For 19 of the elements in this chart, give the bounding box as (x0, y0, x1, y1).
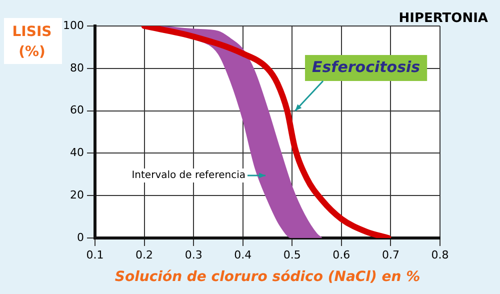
text: Esferocitosis (312, 58, 420, 76)
x-tick-label: 0.6 (332, 248, 350, 262)
y-tick-label: 60 (70, 104, 84, 117)
x-tick-label: 0.2 (136, 248, 154, 262)
x-tick-label: 0.7 (382, 248, 400, 262)
x-tick-label: 0.3 (184, 248, 202, 262)
y-tick-label: 0 (76, 230, 84, 244)
text: HIPERTONIA (398, 11, 488, 26)
x-tick-label: 0.8 (431, 248, 449, 262)
y-tick-label: 20 (70, 188, 84, 202)
x-tick-label: 0.1 (86, 248, 104, 262)
y-tick-label: 80 (70, 61, 84, 74)
y-axis-title: LISIS (%) (12, 24, 52, 60)
y-tick-label: 40 (70, 146, 84, 160)
y-tick-label: 100 (62, 18, 84, 32)
x-tick-label: 0.4 (234, 248, 252, 262)
x-tick-label: 0.5 (283, 248, 301, 262)
text: Intervalo de referencia (132, 170, 246, 182)
x-axis-title: Solución de cloruro sódico (NaCl) en % (114, 269, 420, 286)
